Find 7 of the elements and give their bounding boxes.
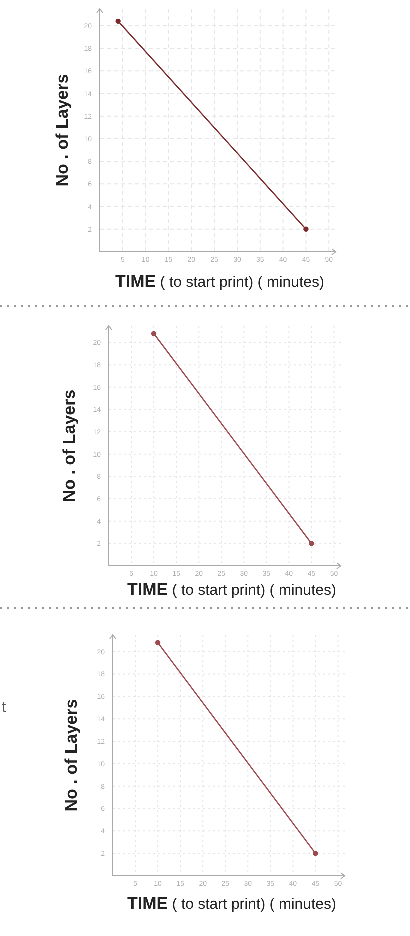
x-axis-title: TIME ( to start print) ( minutes) — [128, 580, 336, 599]
x-axis-title: TIME ( to start print) ( minutes) — [128, 894, 336, 913]
y-axis-title: No . of Layers — [60, 390, 79, 502]
y-axis-title: No . of Layers — [62, 699, 81, 812]
y-axis-title: No . of Layers — [53, 74, 72, 187]
text: t — [2, 699, 7, 716]
x-axis-title: TIME ( to start print) ( minutes) — [116, 272, 324, 291]
